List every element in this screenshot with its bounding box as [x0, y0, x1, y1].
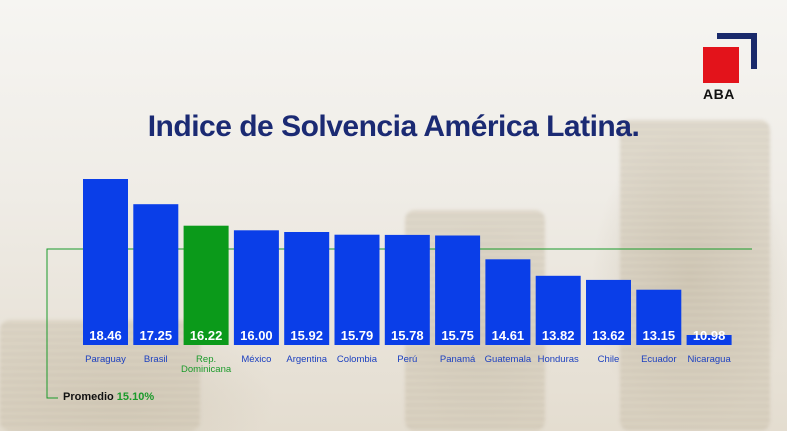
- bar-6: [384, 234, 430, 345]
- logo-text: ABA: [703, 86, 735, 102]
- category-label-2: Rep. Dominicana: [181, 354, 232, 375]
- bar-value-label-0: 18.46: [89, 328, 122, 343]
- category-label-5: Colombia: [337, 354, 378, 365]
- logo-blue-bar-vertical: [751, 33, 757, 69]
- average-value: 15.10%: [116, 391, 155, 403]
- bar-8: [485, 259, 531, 345]
- category-label-1: Brasil: [144, 354, 168, 365]
- bar-1: [133, 204, 179, 345]
- bar-4: [284, 232, 330, 345]
- bar-12: [686, 335, 732, 345]
- bar-2: [183, 225, 229, 345]
- bar-5: [334, 234, 380, 345]
- category-label-11: Ecuador: [641, 354, 676, 365]
- logo-red-square: [703, 47, 739, 83]
- bar-value-label-1: 17.25: [140, 328, 173, 343]
- bar-value-label-10: 13.62: [592, 328, 625, 343]
- aba-logo: ABA: [703, 33, 757, 102]
- category-label-7: Panamá: [440, 354, 476, 365]
- chart-title: Indice de Solvencia América Latina.: [147, 110, 640, 143]
- category-label-8: Guatemala: [485, 354, 532, 365]
- bar-value-label-9: 13.82: [542, 328, 575, 343]
- bar-3: [233, 230, 279, 345]
- bar-value-label-2: 16.22: [190, 328, 223, 343]
- bar-10: [586, 279, 631, 345]
- category-label-6: Perú: [397, 354, 417, 365]
- bar-value-label-6: 15.78: [391, 328, 424, 343]
- bar-9: [535, 275, 581, 345]
- bar-value-label-4: 15.92: [290, 328, 323, 343]
- bar-value-label-3: 16.00: [240, 328, 273, 343]
- bar-value-label-11: 13.15: [643, 328, 676, 343]
- bar-value-label-12: 10.98: [693, 328, 726, 343]
- bar-value-label-7: 15.75: [441, 328, 474, 343]
- bar-0: [83, 179, 128, 345]
- bar-value-label-5: 15.79: [341, 328, 374, 343]
- average-label: Promedio: [63, 391, 114, 403]
- category-label-10: Chile: [598, 354, 620, 365]
- coin-stack-right: [620, 120, 770, 431]
- category-label-9: Honduras: [538, 354, 579, 365]
- category-label-12: Nicaragua: [687, 354, 731, 365]
- category-label-0: Paraguay: [85, 354, 126, 365]
- bar-7: [435, 235, 481, 345]
- bar-11: [636, 289, 682, 345]
- bar-value-label-8: 14.61: [492, 328, 525, 343]
- category-label-3: México: [241, 354, 271, 365]
- logo-blue-bar-horizontal: [717, 33, 757, 39]
- average-legend: Promedio 15.10%: [63, 391, 154, 403]
- category-label-4: Argentina: [286, 354, 327, 365]
